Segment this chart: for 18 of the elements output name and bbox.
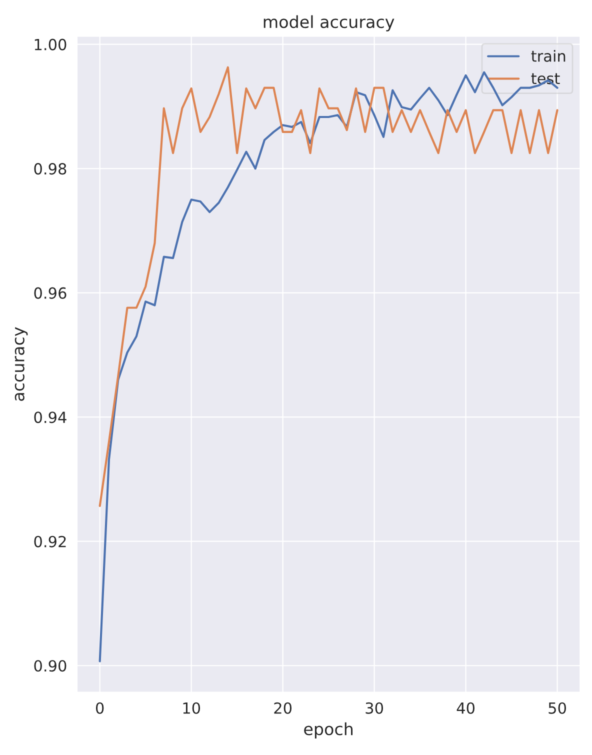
y-tick-label: 0.92 — [34, 536, 66, 548]
line-series — [98, 71, 558, 662]
chart-title: model accuracy — [264, 15, 394, 32]
x-tick-label: 30 — [366, 702, 384, 714]
y-tick-label: 0.98 — [34, 163, 66, 175]
x-tick-label: 0 — [96, 702, 104, 714]
y-tick-label: 0.94 — [34, 412, 66, 424]
x-tick-label: 20 — [274, 702, 292, 714]
y-axis-title: accuracy — [14, 327, 28, 401]
y-tick-label: 1.00 — [34, 38, 66, 50]
x-tick-label: 10 — [183, 702, 200, 714]
x-tick-label: 50 — [548, 702, 566, 714]
line-series — [98, 66, 558, 507]
x-tick-label: 40 — [456, 702, 474, 714]
legend-label: train — [531, 50, 566, 62]
y-tick-label: 0.96 — [34, 287, 66, 299]
y-tick-label: 0.90 — [34, 660, 66, 672]
x-axis-title: epoch — [304, 722, 353, 739]
